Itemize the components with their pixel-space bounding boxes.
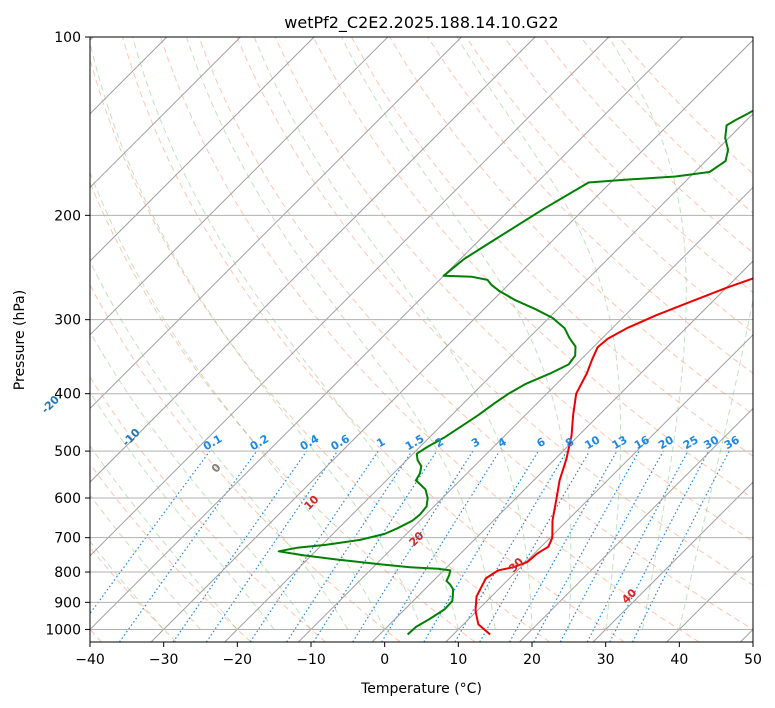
sounding-trace bbox=[474, 277, 753, 636]
y-tick-label: 100 bbox=[54, 30, 81, 46]
y-tick-label: 900 bbox=[54, 595, 81, 611]
moist-adiabat bbox=[90, 540, 165, 630]
moist-adiabat bbox=[186, 37, 496, 630]
mixing-ratio-line bbox=[286, 450, 413, 642]
mixing-ratio-line bbox=[205, 450, 338, 642]
sounding-trace bbox=[277, 109, 753, 636]
x-tick-label: 30 bbox=[597, 652, 615, 668]
dry-adiabat bbox=[198, 37, 753, 630]
chart-title: wetPf2_C2E2.2025.188.14.10.G22 bbox=[284, 13, 558, 33]
isotherm bbox=[445, 334, 753, 642]
x-axis: −40 −30 −20 −10 0 10 20 30 40 50 bbox=[75, 642, 762, 668]
isotherm bbox=[224, 113, 753, 642]
moist-adiabat bbox=[90, 171, 386, 630]
y-tick-label: 400 bbox=[54, 387, 81, 403]
dry-adiabat bbox=[274, 37, 753, 542]
y-tick-label: 300 bbox=[54, 313, 81, 329]
x-tick-label: 10 bbox=[449, 652, 467, 668]
plot-frame bbox=[89, 36, 754, 643]
isotherm bbox=[90, 37, 462, 410]
dry-adiabat bbox=[236, 37, 753, 586]
y-axis: 1000 900 800 700 600 500 400 300 200 100 bbox=[45, 30, 90, 638]
mixing-ratio-line bbox=[119, 450, 258, 642]
moist-adiabat bbox=[90, 445, 238, 630]
dry-adiabat bbox=[312, 37, 753, 499]
moist-adiabat bbox=[90, 330, 312, 630]
y-tick-label: 1000 bbox=[45, 622, 81, 638]
dry-adiabat bbox=[503, 37, 753, 294]
moist-adiabat bbox=[90, 494, 201, 630]
moist-adiabat bbox=[132, 37, 459, 630]
isotherm bbox=[90, 37, 389, 336]
x-tick-label: 20 bbox=[523, 652, 541, 668]
mixing-ratio-line bbox=[249, 450, 379, 642]
isotherm bbox=[90, 37, 241, 189]
y-axis-title: Pressure (hPa) bbox=[12, 290, 28, 390]
dry-adiabat bbox=[90, 376, 326, 642]
moist-adiabat bbox=[253, 37, 533, 630]
y-tick-label: 700 bbox=[54, 531, 81, 547]
x-tick-label: −20 bbox=[223, 652, 253, 668]
mixing-ratio-line bbox=[533, 450, 640, 642]
isotherm bbox=[519, 407, 753, 642]
mixing-ratio-line bbox=[509, 450, 618, 642]
isotherm bbox=[592, 481, 753, 642]
mixing-ratio-line bbox=[559, 450, 664, 642]
moist-adiabat bbox=[608, 37, 687, 630]
isotherm bbox=[90, 37, 683, 631]
dry-adiabat bbox=[160, 37, 700, 642]
grid bbox=[90, 37, 753, 642]
moist-adiabat bbox=[90, 40, 422, 630]
x-axis-title: Temperature (°C) bbox=[360, 681, 482, 697]
moist-adiabat bbox=[678, 296, 753, 630]
mixing-ratio-line bbox=[632, 450, 730, 642]
y-tick-label: 500 bbox=[54, 444, 81, 460]
x-tick-label: 50 bbox=[744, 652, 762, 668]
mixing-ratio-line bbox=[90, 450, 211, 615]
isotherm bbox=[90, 37, 536, 483]
moist-adiabat bbox=[90, 260, 349, 630]
y-tick-label: 200 bbox=[54, 208, 81, 224]
x-tick-label: −40 bbox=[75, 652, 105, 668]
y-tick-label: 600 bbox=[54, 491, 81, 507]
x-tick-label: 0 bbox=[380, 652, 389, 668]
thermodynamic-background bbox=[90, 37, 753, 642]
mixing-ratio-line bbox=[172, 450, 308, 642]
isotherm bbox=[150, 39, 753, 642]
isotherm bbox=[371, 260, 753, 642]
moist-adiabat bbox=[340, 37, 572, 630]
dry-adiabat bbox=[90, 57, 550, 642]
isotherm bbox=[298, 186, 753, 642]
y-tick-label: 800 bbox=[54, 565, 81, 581]
mixing-ratio-line bbox=[381, 450, 501, 642]
mixing-ratio-line bbox=[352, 450, 474, 642]
isotherm bbox=[90, 37, 315, 262]
x-tick-label: −30 bbox=[149, 652, 179, 668]
x-tick-label: −10 bbox=[296, 652, 326, 668]
mixing-ratio-line bbox=[312, 450, 438, 642]
dry-adiabat bbox=[90, 462, 252, 642]
moist-adiabat bbox=[456, 37, 622, 630]
isotherm bbox=[90, 37, 610, 557]
sounding-profiles bbox=[277, 109, 753, 636]
x-tick-label: 40 bbox=[670, 652, 688, 668]
moist-adiabat bbox=[90, 391, 275, 630]
